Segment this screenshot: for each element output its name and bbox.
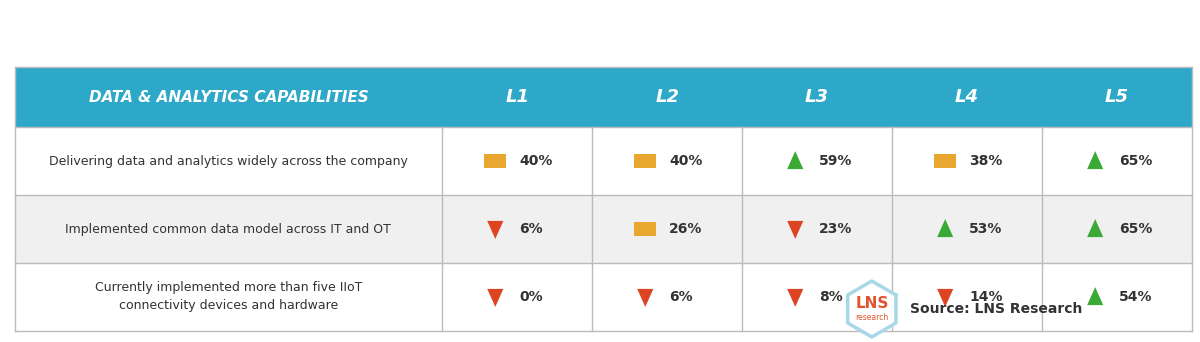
Text: 40%: 40%	[670, 154, 702, 168]
Polygon shape	[637, 289, 653, 307]
Text: 26%: 26%	[670, 222, 702, 236]
Text: 6%: 6%	[670, 290, 692, 304]
Text: Implemented common data model across IT and OT: Implemented common data model across IT …	[66, 223, 391, 236]
Text: 54%: 54%	[1120, 290, 1152, 304]
Text: L1: L1	[505, 88, 529, 106]
Polygon shape	[937, 219, 953, 237]
Text: L5: L5	[1105, 88, 1129, 106]
Text: L2: L2	[655, 88, 679, 106]
FancyBboxPatch shape	[935, 154, 956, 168]
Text: 53%: 53%	[970, 222, 1002, 236]
Text: 65%: 65%	[1120, 222, 1152, 236]
Text: 65%: 65%	[1120, 154, 1152, 168]
Polygon shape	[787, 151, 803, 169]
Text: 14%: 14%	[970, 290, 1002, 304]
Text: L3: L3	[805, 88, 829, 106]
Text: 40%: 40%	[520, 154, 552, 168]
FancyBboxPatch shape	[14, 195, 1192, 263]
Polygon shape	[787, 289, 803, 307]
Text: 59%: 59%	[820, 154, 852, 168]
FancyBboxPatch shape	[485, 154, 506, 168]
Text: 0%: 0%	[520, 290, 542, 304]
Text: 38%: 38%	[970, 154, 1002, 168]
Text: Delivering data and analytics widely across the company: Delivering data and analytics widely acr…	[49, 155, 408, 168]
Text: research: research	[856, 313, 888, 321]
Text: LNS: LNS	[856, 297, 888, 312]
FancyBboxPatch shape	[14, 263, 1192, 331]
FancyBboxPatch shape	[14, 67, 1192, 127]
Polygon shape	[1087, 219, 1103, 237]
FancyBboxPatch shape	[635, 222, 656, 236]
Polygon shape	[847, 281, 896, 337]
Polygon shape	[487, 221, 503, 239]
Text: 23%: 23%	[820, 222, 852, 236]
Text: 6%: 6%	[520, 222, 542, 236]
Polygon shape	[1087, 287, 1103, 305]
Text: Source: LNS Research: Source: LNS Research	[910, 302, 1082, 316]
FancyBboxPatch shape	[635, 154, 656, 168]
Polygon shape	[1087, 151, 1103, 169]
Polygon shape	[787, 221, 803, 239]
Text: DATA & ANALYTICS CAPABILITIES: DATA & ANALYTICS CAPABILITIES	[89, 90, 368, 105]
Text: L4: L4	[955, 88, 979, 106]
Text: 8%: 8%	[820, 290, 842, 304]
Polygon shape	[937, 289, 953, 307]
Text: Currently implemented more than five IIoT
connectivity devices and hardware: Currently implemented more than five IIo…	[95, 281, 362, 313]
FancyBboxPatch shape	[14, 127, 1192, 195]
Polygon shape	[487, 289, 503, 307]
